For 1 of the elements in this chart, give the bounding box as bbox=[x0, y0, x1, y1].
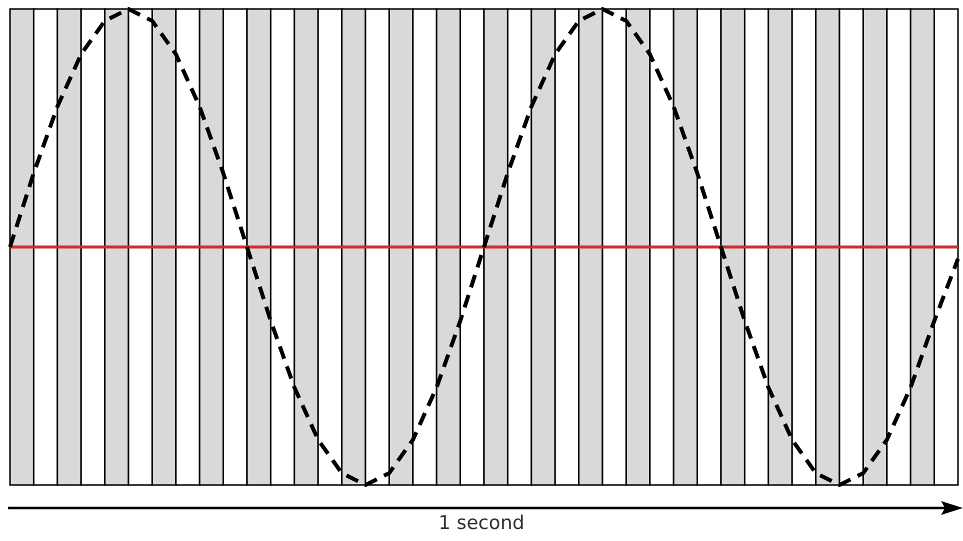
text: 1 second bbox=[438, 512, 526, 534]
